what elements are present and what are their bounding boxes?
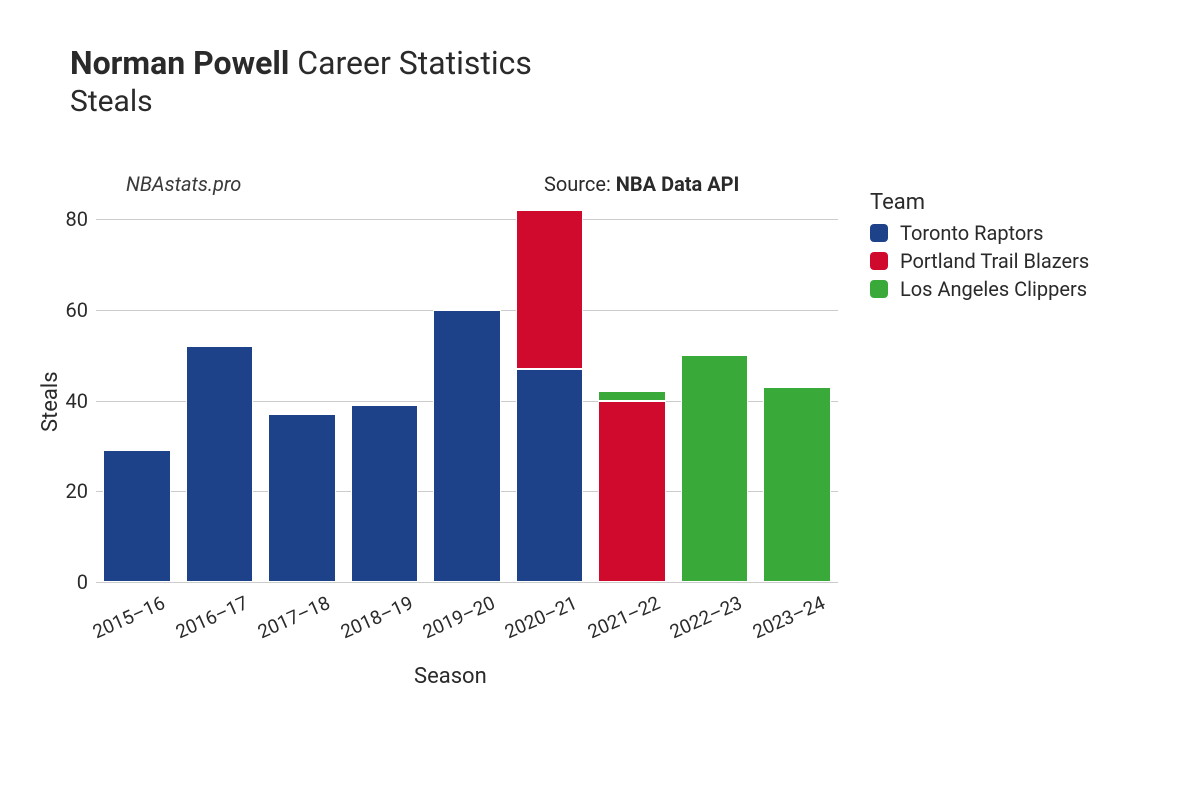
title-line-1: Norman Powell Career Statistics: [70, 44, 532, 82]
title-metric: Steals: [70, 84, 532, 119]
x-tick-label: 2022–23: [650, 582, 746, 649]
bar-segment: [351, 405, 419, 582]
source-name: NBA Data API: [616, 172, 740, 196]
source-label: Source: NBA Data API: [544, 172, 739, 196]
x-tick-label: 2016–17: [155, 582, 251, 649]
y-tick-label: 20: [66, 479, 96, 503]
y-tick-label: 40: [66, 389, 96, 413]
y-tick-label: 60: [66, 298, 96, 322]
source-prefix: Source:: [544, 172, 616, 196]
bar-segment: [763, 387, 831, 582]
player-name: Norman Powell: [70, 44, 289, 82]
x-tick-label: 2019–20: [403, 582, 499, 649]
legend-label: Portland Trail Blazers: [900, 249, 1089, 273]
x-tick-label: 2017–18: [238, 582, 334, 649]
legend: Team Toronto Raptors Portland Trail Blaze…: [870, 190, 1089, 305]
x-tick-label: 2020–21: [485, 582, 581, 649]
title-suffix: Career Statistics: [297, 44, 532, 82]
legend-title: Team: [870, 190, 1089, 215]
legend-item: Toronto Raptors: [870, 221, 1089, 245]
x-tick-label: 2021–22: [568, 582, 664, 649]
y-axis-title: Steals: [38, 371, 63, 432]
bar-segment: [516, 210, 584, 369]
gridline: [96, 582, 838, 583]
legend-swatch: [870, 252, 888, 270]
x-axis-title: Season: [414, 664, 487, 689]
x-tick-label: 2018–19: [320, 582, 416, 649]
bar-segment: [598, 391, 666, 400]
y-tick-label: 0: [77, 570, 96, 594]
chart-frame: Norman Powell Career Statistics Steals N…: [0, 0, 1200, 800]
gridline: [96, 219, 838, 220]
bar-segment: [186, 346, 254, 582]
bar-segment: [268, 414, 336, 582]
plot-area: 0204060802015–162016–172017–182018–19201…: [96, 210, 838, 582]
legend-swatch: [870, 224, 888, 242]
legend-item: Portland Trail Blazers: [870, 249, 1089, 273]
bar-segment: [516, 369, 584, 582]
legend-label: Los Angeles Clippers: [900, 277, 1087, 301]
bar-segment: [433, 310, 501, 582]
legend-label: Toronto Raptors: [900, 221, 1043, 245]
y-tick-label: 80: [66, 207, 96, 231]
legend-item: Los Angeles Clippers: [870, 277, 1089, 301]
legend-swatch: [870, 280, 888, 298]
x-tick-label: 2023–24: [733, 582, 829, 649]
bar-segment: [103, 450, 171, 582]
chart-title: Norman Powell Career Statistics Steals: [70, 44, 532, 119]
bar-segment: [681, 355, 749, 582]
bar-segment: [598, 401, 666, 582]
watermark: NBAstats.pro: [126, 172, 241, 196]
